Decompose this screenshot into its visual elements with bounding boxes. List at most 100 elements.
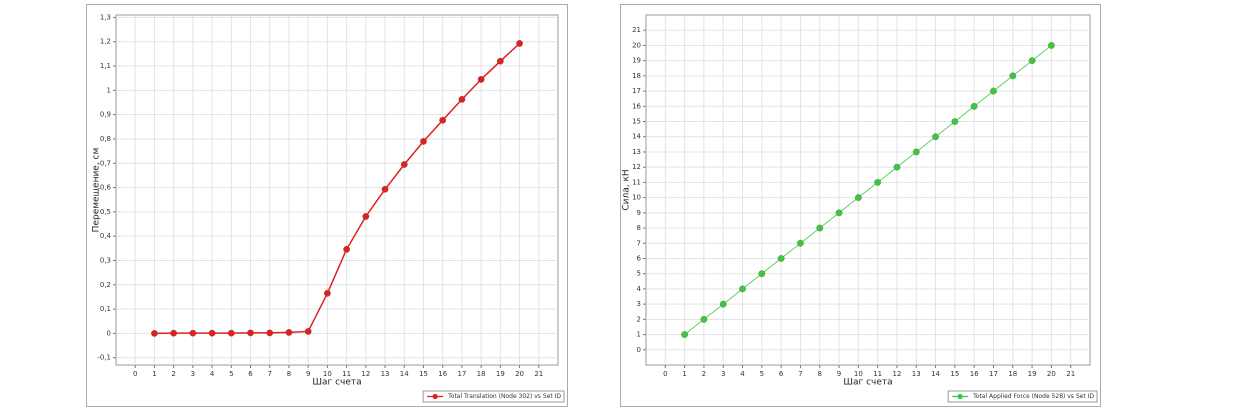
x-tick-label: 5 (229, 370, 233, 378)
legend-swatch-marker (957, 393, 963, 400)
y-tick-label: 0,5 (100, 208, 111, 216)
x-tick-label: 6 (248, 370, 253, 378)
x-tick-label: 0 (133, 370, 137, 378)
data-point (324, 289, 331, 297)
y-tick-label: 10 (632, 194, 641, 202)
x-tick-label: 4 (740, 370, 745, 378)
data-point (1028, 57, 1036, 65)
x-tick-label: 2 (171, 370, 175, 378)
x-tick-label: 12 (361, 370, 370, 378)
x-tick-label: 6 (779, 370, 784, 378)
y-tick-label: 14 (632, 133, 641, 141)
data-point (151, 330, 158, 337)
data-point (266, 329, 274, 337)
x-tick-label: 21 (1066, 370, 1075, 378)
y-tick-label: 6 (637, 254, 642, 262)
x-tick-label: 0 (663, 370, 667, 378)
y-tick-label: 0 (637, 346, 641, 354)
data-point (951, 118, 959, 125)
data-point (874, 179, 882, 186)
data-point (854, 194, 862, 201)
x-tick-label: 12 (892, 370, 901, 378)
data-point (439, 116, 447, 124)
y-tick-label: 3 (637, 300, 641, 308)
data-point (170, 329, 178, 337)
data-point (1048, 42, 1055, 49)
data-point (400, 161, 408, 168)
y-tick-label: 11 (632, 178, 641, 186)
data-point (227, 329, 235, 337)
y-tick-label: 0 (107, 329, 111, 337)
x-tick-label: 11 (873, 370, 882, 378)
y-tick-label: 1,1 (100, 62, 111, 70)
data-point (362, 213, 370, 220)
data-point (970, 102, 978, 110)
y-axis-title: Сила, кН (622, 169, 632, 210)
legend-label: Total Translation (Node 302) vs Set ID (447, 393, 561, 400)
x-tick-label: 3 (721, 370, 725, 378)
y-tick-label: 16 (632, 102, 641, 110)
y-tick-label: 13 (632, 148, 641, 156)
y-tick-label: 0,1 (100, 305, 111, 313)
y-tick-label: 4 (637, 285, 642, 293)
y-tick-label: 0,9 (100, 111, 111, 119)
x-tick-label: 9 (306, 370, 310, 378)
x-tick-label: 13 (381, 370, 390, 378)
x-tick-label: 15 (950, 370, 959, 378)
y-axis-title: Перемещение, см (92, 148, 102, 233)
y-tick-label: 17 (632, 87, 641, 95)
data-point (304, 328, 312, 335)
data-point (381, 185, 389, 193)
y-tick-label: 0,3 (100, 256, 111, 264)
y-tick-label: 1,3 (100, 13, 111, 21)
data-point (719, 300, 727, 308)
data-point (477, 76, 485, 83)
y-tick-label: 9 (637, 209, 641, 217)
data-point (1009, 72, 1017, 80)
data-point (516, 40, 523, 47)
y-tick-label: 5 (637, 270, 641, 278)
data-point (681, 331, 688, 338)
data-point (208, 329, 216, 337)
x-tick-label: 2 (702, 370, 706, 378)
y-tick-label: 8 (637, 224, 641, 232)
data-point (420, 138, 427, 145)
data-point (797, 239, 804, 247)
x-tick-label: 11 (342, 370, 351, 378)
data-point (912, 148, 920, 156)
y-tick-label: 15 (632, 118, 641, 126)
y-tick-label: 1 (107, 86, 111, 94)
x-tick-label: 16 (970, 370, 979, 378)
x-axis-title: Шаг счета (843, 378, 892, 388)
y-tick-label: 0,8 (100, 135, 111, 143)
y-tick-label: 7 (637, 239, 641, 247)
chart-panel: 0 1 2 3 4 5 6 7 8 9 10 11 12 13 14 15 16 17 18 19 20 21-0,100… (86, 4, 568, 407)
x-tick-label: 20 (515, 370, 524, 378)
data-point (700, 315, 708, 323)
legend-box (947, 390, 1098, 403)
legend-box (422, 390, 565, 403)
data-point (932, 133, 939, 141)
x-tick-label: 8 (818, 370, 822, 378)
y-tick-label: 1 (637, 331, 641, 339)
data-point (739, 285, 746, 293)
x-tick-label: 21 (534, 370, 543, 378)
x-tick-label: 3 (191, 370, 195, 378)
data-point (990, 87, 997, 95)
y-tick-label: 0,7 (100, 159, 111, 167)
data-point (777, 255, 785, 262)
legend-label: Total Applied Force (Node 528) vs Set ID (972, 393, 1094, 400)
data-point (189, 329, 197, 337)
chart-panel: 0 1 2 3 4 5 6 7 8 9 10 11 12 13 14 15 16 17 18 19 20 21012345… (620, 4, 1101, 407)
y-tick-label: 0,6 (100, 184, 112, 192)
x-tick-label: 5 (760, 370, 764, 378)
data-point (343, 245, 350, 253)
y-tick-label: -0,1 (97, 354, 111, 362)
data-point (496, 57, 504, 65)
y-tick-label: 2 (637, 315, 641, 323)
x-tick-label: 4 (210, 370, 215, 378)
x-tick-label: 9 (837, 370, 841, 378)
x-tick-label: 19 (1028, 370, 1037, 378)
